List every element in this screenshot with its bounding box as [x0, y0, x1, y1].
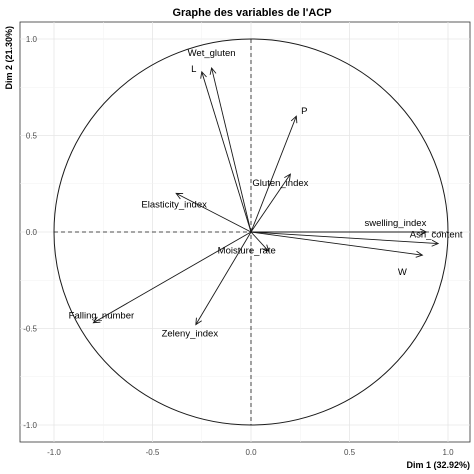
- label-w: W: [398, 267, 407, 278]
- x-tick-label: -0.5: [146, 448, 160, 457]
- arrow-falling-number: [93, 231, 252, 324]
- arrowhead-w: [415, 250, 424, 258]
- label-zeleny-index: Zeleny_index: [162, 329, 219, 340]
- label-wet-gluten: Wet_gluten: [188, 48, 236, 59]
- arrow-ash-content: [250, 231, 439, 245]
- x-tick-labels: -1.0 -0.5 0.0 0.5 1.0: [47, 448, 454, 457]
- y-tick-label: 1.0: [26, 35, 38, 44]
- label-moisture-rate: Moisture_rate: [218, 245, 276, 256]
- arrow-zeleny-index: [195, 231, 252, 325]
- x-tick-label: -1.0: [47, 448, 61, 457]
- arrowhead-falling-number: [92, 316, 101, 324]
- chart-title: Graphe des variables de l'ACP: [172, 7, 331, 19]
- label-ash-content: Ash_content: [410, 230, 463, 241]
- arrowhead-elasticity-index: [175, 192, 184, 200]
- y-tick-labels: -1.0 -0.5 0.0 0.5 1.0: [23, 35, 37, 430]
- label-p: P: [301, 106, 307, 117]
- y-tick-label: -1.0: [23, 421, 37, 430]
- y-axis-title: Dim 2 (21.30%): [4, 26, 14, 90]
- arrowhead-wet-gluten: [209, 66, 217, 75]
- y-tick-label: 0.0: [26, 228, 38, 237]
- x-tick-label: 0.5: [344, 448, 356, 457]
- arrowhead-p: [290, 115, 298, 124]
- x-tick-label: 0.0: [245, 448, 257, 457]
- label-elasticity-index: Elasticity_index: [141, 199, 207, 210]
- label-falling-number: Falling_number: [69, 311, 134, 322]
- arrow-p: [250, 116, 297, 233]
- arrow-gluten-index: [250, 173, 291, 233]
- x-axis-title: Dim 1 (32.92%): [406, 460, 470, 470]
- label-l: L: [191, 64, 196, 75]
- x-tick-label: 1.0: [442, 448, 454, 457]
- arrow-wet-gluten: [211, 67, 252, 233]
- arrow-moisture-rate: [250, 231, 270, 252]
- arrow-l: [201, 71, 252, 233]
- label-swelling-index: swelling_index: [365, 218, 427, 229]
- arrowhead-moisture-rate: [262, 244, 270, 253]
- variable-arrows: [92, 66, 440, 326]
- arrowhead-swelling-index: [419, 228, 428, 236]
- variable-labels: Wet_gluten L P Gluten_index Elasticity_index…: [69, 48, 463, 340]
- arrow-w: [250, 231, 423, 256]
- arrowhead-ash-content: [431, 239, 440, 247]
- y-tick-label: -0.5: [23, 325, 37, 334]
- arrow-elasticity-index: [175, 193, 252, 233]
- arrowhead-zeleny-index: [195, 317, 202, 326]
- arrowhead-gluten-index: [284, 173, 291, 182]
- y-tick-label: 0.5: [26, 132, 38, 141]
- correlation-circle: [53, 38, 449, 426]
- arrowhead-l: [200, 70, 207, 79]
- label-gluten-index: Gluten_index: [252, 178, 308, 189]
